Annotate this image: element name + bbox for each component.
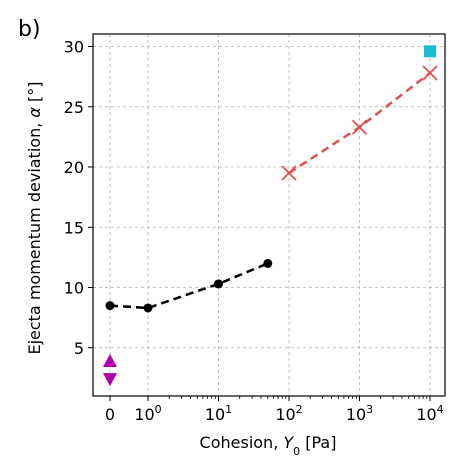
- x-tick-label: 100: [134, 403, 161, 424]
- x-tick-label: 101: [205, 403, 232, 424]
- x-axis: 0 100 101 102 103 104: [105, 396, 444, 424]
- series-1: [281, 65, 438, 181]
- series-3: [103, 354, 117, 368]
- series-layer: [103, 45, 438, 387]
- data-point: [214, 279, 223, 289]
- y-tick-label: 20: [64, 158, 84, 177]
- y-tick-label: 15: [64, 218, 84, 237]
- data-point: [103, 373, 117, 387]
- y-axis: 5 10 15 20 25 30: [64, 38, 93, 358]
- series-4: [103, 373, 117, 387]
- data-point: [281, 165, 297, 181]
- panel-label: b): [18, 17, 41, 42]
- x-tick-label: 104: [416, 403, 443, 424]
- y-tick-label: 25: [64, 98, 84, 117]
- data-point: [103, 354, 117, 368]
- series-0: [105, 258, 273, 313]
- y-axis-label: Ejecta momentum deviation, α [°]: [25, 81, 44, 354]
- plot-frame: [92, 33, 446, 397]
- x-axis-label: Cohesion, Y0 [Pa]: [200, 433, 337, 458]
- x-tick-label: 102: [275, 403, 302, 424]
- grid: [93, 34, 445, 396]
- y-tick-label: 10: [64, 279, 84, 298]
- y-tick-label: 30: [64, 38, 84, 57]
- x-tick-label: 0: [105, 405, 115, 424]
- data-point: [263, 258, 273, 268]
- data-point: [422, 65, 438, 81]
- y-tick-label: 5: [74, 339, 84, 358]
- data-point: [105, 301, 115, 311]
- series-line: [109, 262, 269, 310]
- series-2: [424, 45, 436, 58]
- x-tick-label: 103: [346, 403, 373, 424]
- data-point: [143, 303, 153, 313]
- data-point: [351, 119, 368, 135]
- data-point: [424, 45, 436, 58]
